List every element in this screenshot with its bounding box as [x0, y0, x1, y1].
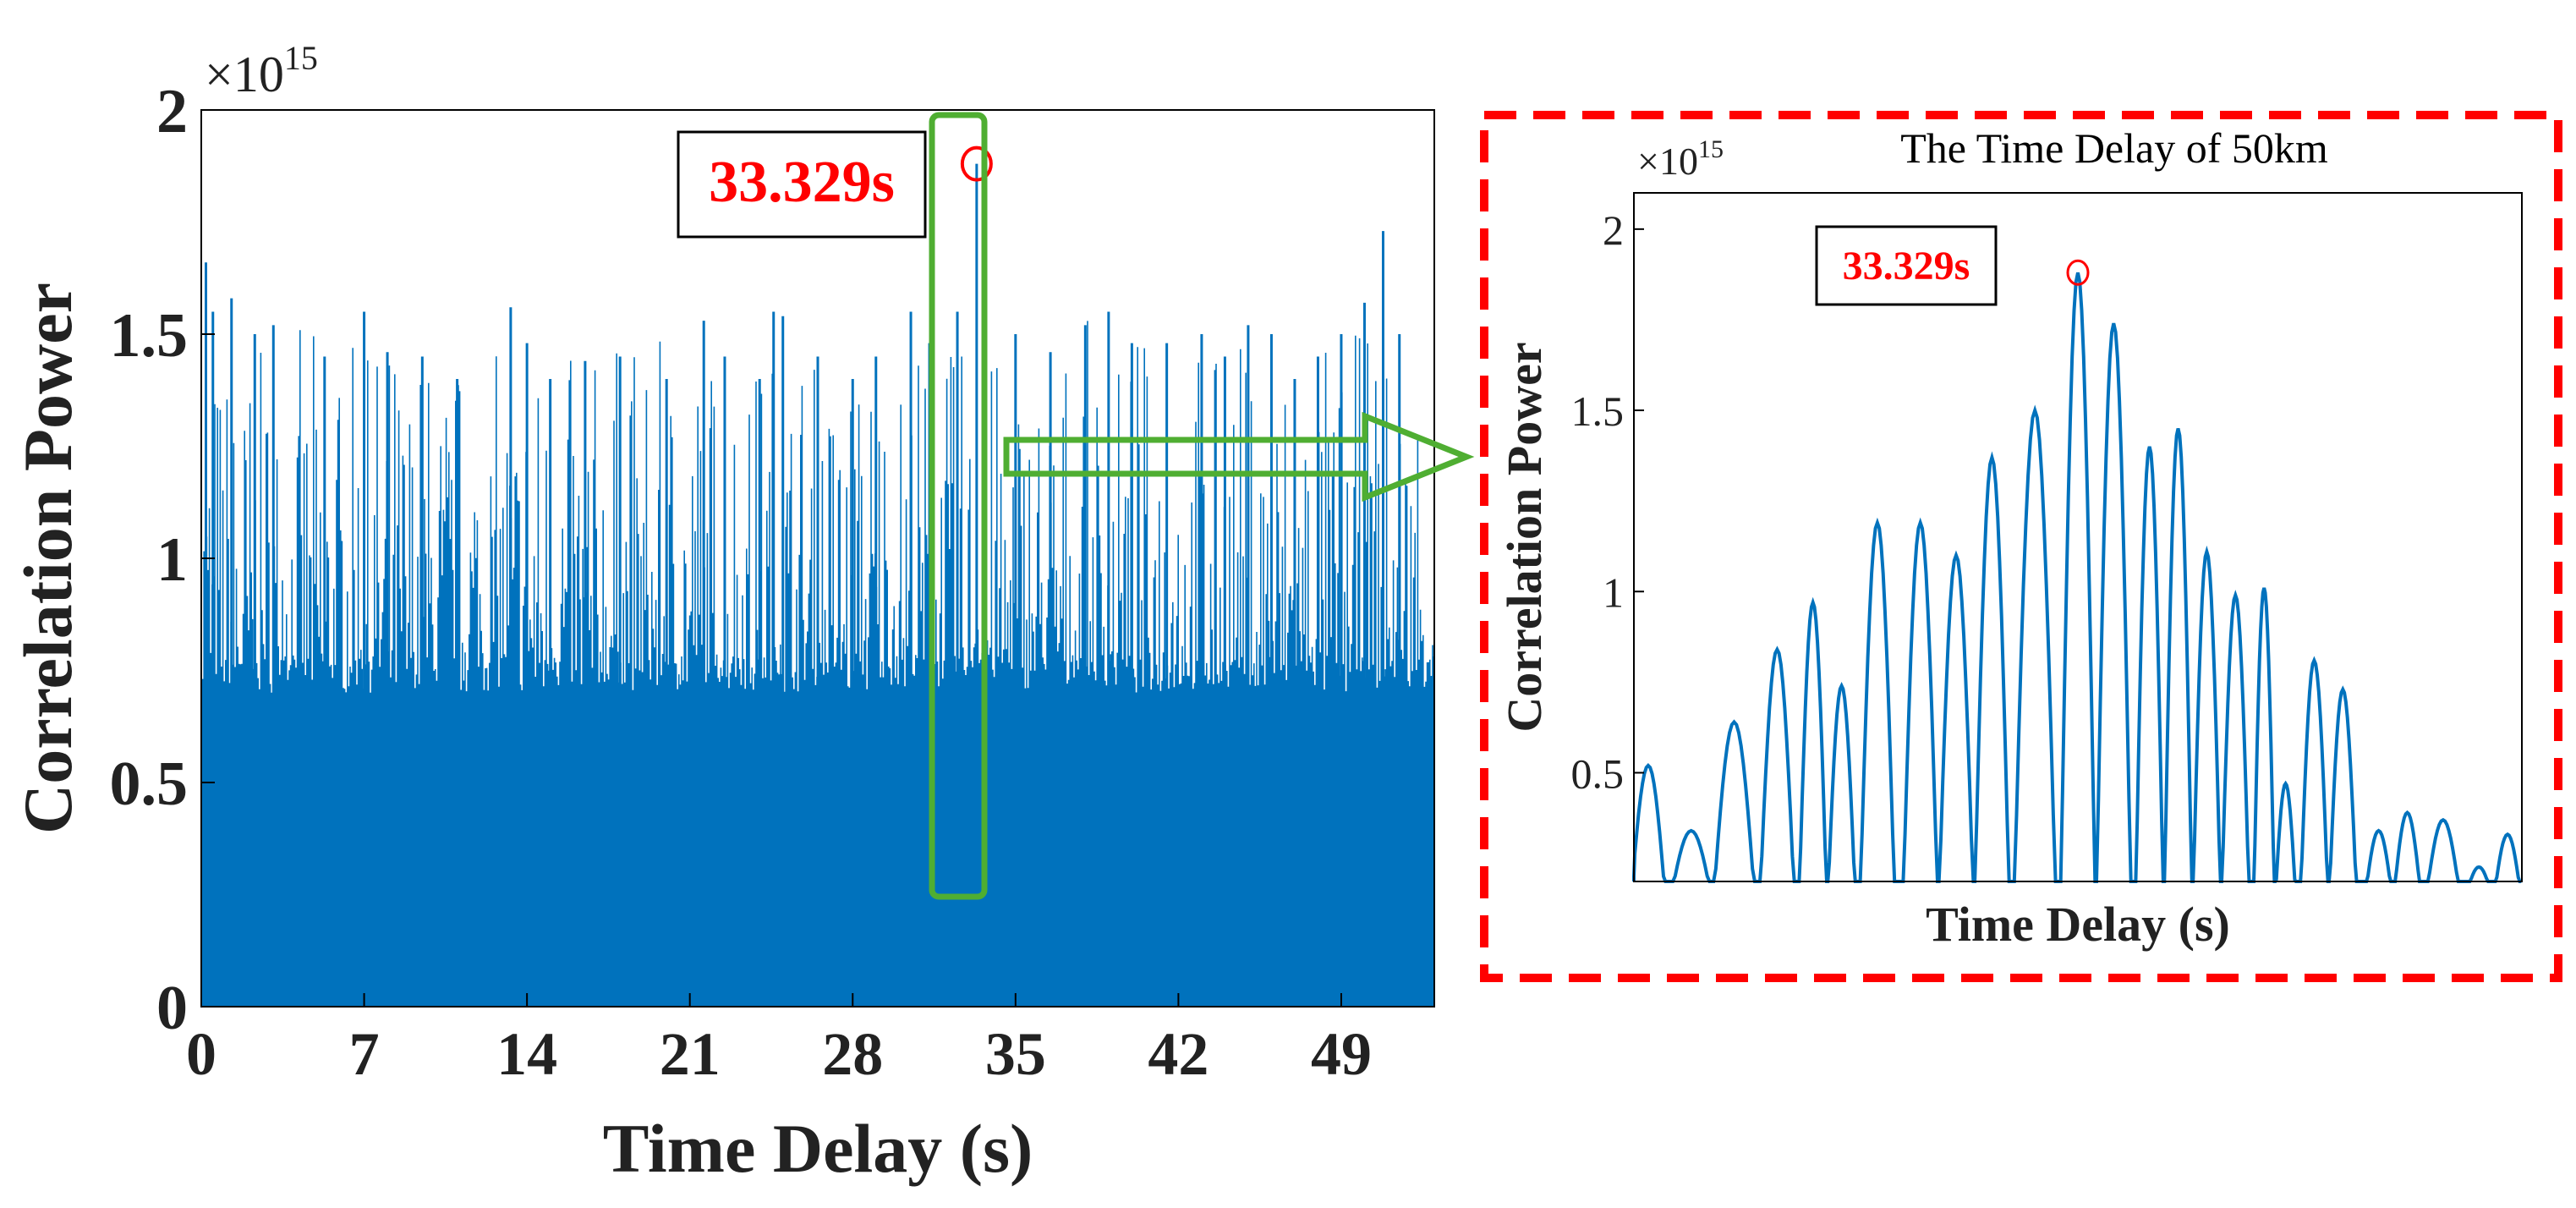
zoom-y-tick-label: 2: [1603, 206, 1624, 254]
zoom-y-tick-label: 1.5: [1571, 387, 1625, 435]
main-y-tick-label: 0: [156, 974, 188, 1043]
main-x-tick-label: 49: [1311, 1020, 1372, 1088]
main-peak-label: 33.329s: [709, 150, 895, 215]
main-x-tick-label: 14: [496, 1020, 557, 1088]
zoom-y-tick-label: 1: [1603, 568, 1624, 616]
zoom-y-axis-label: Correlation Power: [1497, 342, 1552, 732]
main-x-tick-label: 28: [822, 1020, 883, 1088]
zoom-y-tick-label: 0.5: [1571, 750, 1625, 797]
zoom-peak-marker: [2066, 259, 2090, 286]
main-peak-label-box: [677, 130, 927, 239]
zoom-peak-label: 33.329s: [1843, 244, 1970, 288]
main-peak-marker: [960, 146, 993, 182]
main-x-tick-label: 35: [985, 1020, 1046, 1088]
main-series-area: [200, 321, 1435, 1007]
zoom-x-axis-label: Time Delay (s): [1926, 897, 2230, 952]
zoom-plot-frame: [1633, 192, 2523, 882]
zoom-series-line: [1632, 272, 2522, 883]
zoom-arrow: [1003, 411, 1475, 502]
main-x-tick-label: 0: [186, 1020, 216, 1088]
main-x-ticks: 0 7 14 21 28 35 42 49: [186, 993, 1372, 1088]
main-y-ticks: 0 0.5 1 1.5 2: [110, 77, 215, 1043]
main-x-tick-label: 7: [349, 1020, 380, 1088]
zoom-peak-label-box: [1815, 225, 1998, 306]
zoom-frame: [1480, 111, 2562, 982]
main-y-tick-label: 0.5: [110, 750, 189, 819]
main-y-tick-label: 1: [156, 525, 188, 595]
main-x-tick-label: 21: [660, 1020, 721, 1088]
zoom-chart: 0.5 1 1.5 2 ×1015 The Time Delay of 50km Ti…: [1480, 111, 2562, 982]
main-y-axis-label: Correlation Power: [9, 283, 86, 834]
main-y-tick-label: 2: [156, 77, 188, 146]
main-x-axis-label: Time Delay (s): [603, 1110, 1033, 1187]
zoom-y-ticks: 0.5 1 1.5 2: [1571, 206, 1644, 797]
highlight-box: [929, 112, 988, 900]
zoom-y-scale-label: ×1015: [1637, 135, 1724, 183]
zoom-title: The Time Delay of 50km: [1900, 124, 2328, 172]
main-y-scale-label: ×1015: [205, 39, 318, 102]
main-y-tick-label: 1.5: [110, 301, 189, 371]
main-x-tick-label: 42: [1148, 1020, 1209, 1088]
main-area-fill: [201, 693, 1434, 1007]
main-chart: 0 0.5 1 1.5 2 0 7 14 21 28 35 42 49 ×1015 Time Dela…: [9, 39, 1475, 1187]
